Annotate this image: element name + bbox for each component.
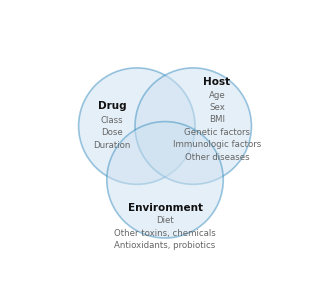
Text: Antioxidants, probiotics: Antioxidants, probiotics [114, 241, 216, 250]
Text: Dose: Dose [101, 129, 123, 137]
Circle shape [107, 122, 223, 238]
Text: Environment: Environment [128, 203, 203, 214]
Text: Diet: Diet [156, 216, 174, 225]
Circle shape [135, 68, 251, 184]
Circle shape [79, 68, 195, 184]
Text: Immunologic factors: Immunologic factors [173, 140, 261, 149]
Text: Genetic factors: Genetic factors [184, 128, 250, 137]
Text: Class: Class [101, 116, 124, 125]
Text: BMI: BMI [209, 115, 225, 125]
Text: Sex: Sex [209, 103, 225, 112]
Text: Duration: Duration [94, 141, 131, 150]
Text: Other toxins, chemicals: Other toxins, chemicals [114, 229, 216, 238]
Text: Age: Age [209, 91, 225, 100]
Text: Drug: Drug [98, 101, 127, 111]
Text: Other diseases: Other diseases [185, 153, 249, 161]
Text: Host: Host [203, 77, 231, 87]
